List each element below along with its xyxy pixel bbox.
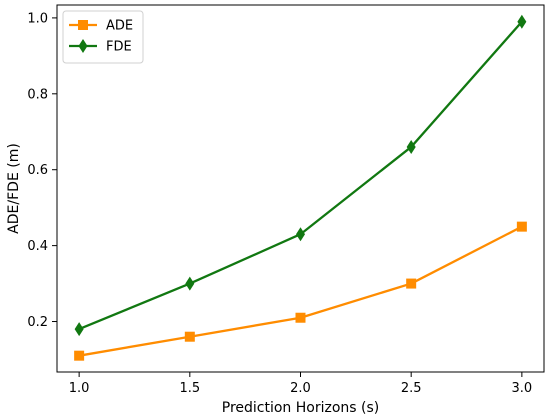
- legend-fde-marker: [78, 39, 88, 53]
- series-layer: [74, 14, 527, 361]
- x-axis-title: Prediction Horizons (s): [222, 400, 380, 416]
- y-tick-label: 0.8: [27, 87, 48, 102]
- x-tick-label: 3.0: [512, 381, 533, 396]
- ade-data-point: [74, 350, 85, 361]
- x-axis-ticks: 1.0 1.5 2.0 2.5 3.0: [69, 372, 532, 396]
- legend-ade-marker: [78, 20, 88, 30]
- legend: ADE FDE: [62, 10, 144, 64]
- ade-data-point: [295, 312, 306, 323]
- y-tick-label: 0.2: [27, 315, 48, 330]
- plot-frame: [56, 4, 545, 373]
- y-tick-label: 0.6: [27, 163, 48, 178]
- fde-data-point: [406, 139, 416, 154]
- y-tick-label: 1.0: [27, 11, 48, 26]
- legend-fde-label: FDE: [106, 40, 132, 55]
- fde-data-point: [517, 14, 527, 29]
- fde-series-line: [78, 20, 523, 331]
- legend-ade-label: ADE: [106, 19, 133, 34]
- x-tick-label: 1.5: [179, 381, 200, 396]
- ade-data-point: [406, 278, 417, 289]
- fde-data-point: [296, 227, 305, 242]
- x-tick-label: 2.0: [290, 381, 311, 396]
- fde-data-point: [74, 322, 84, 337]
- x-tick-label: 1.0: [69, 381, 90, 396]
- ade-data-point: [184, 331, 195, 342]
- ade-series-line: [78, 225, 523, 357]
- y-axis-title: ADE/FDE (m): [6, 143, 22, 234]
- fde-data-point: [185, 276, 195, 291]
- ade-data-point: [516, 221, 527, 232]
- x-tick-label: 2.5: [401, 381, 422, 396]
- y-tick-label: 0.4: [27, 239, 48, 254]
- y-axis-ticks: 0.2 0.4 0.6 0.8 1.0: [27, 11, 57, 330]
